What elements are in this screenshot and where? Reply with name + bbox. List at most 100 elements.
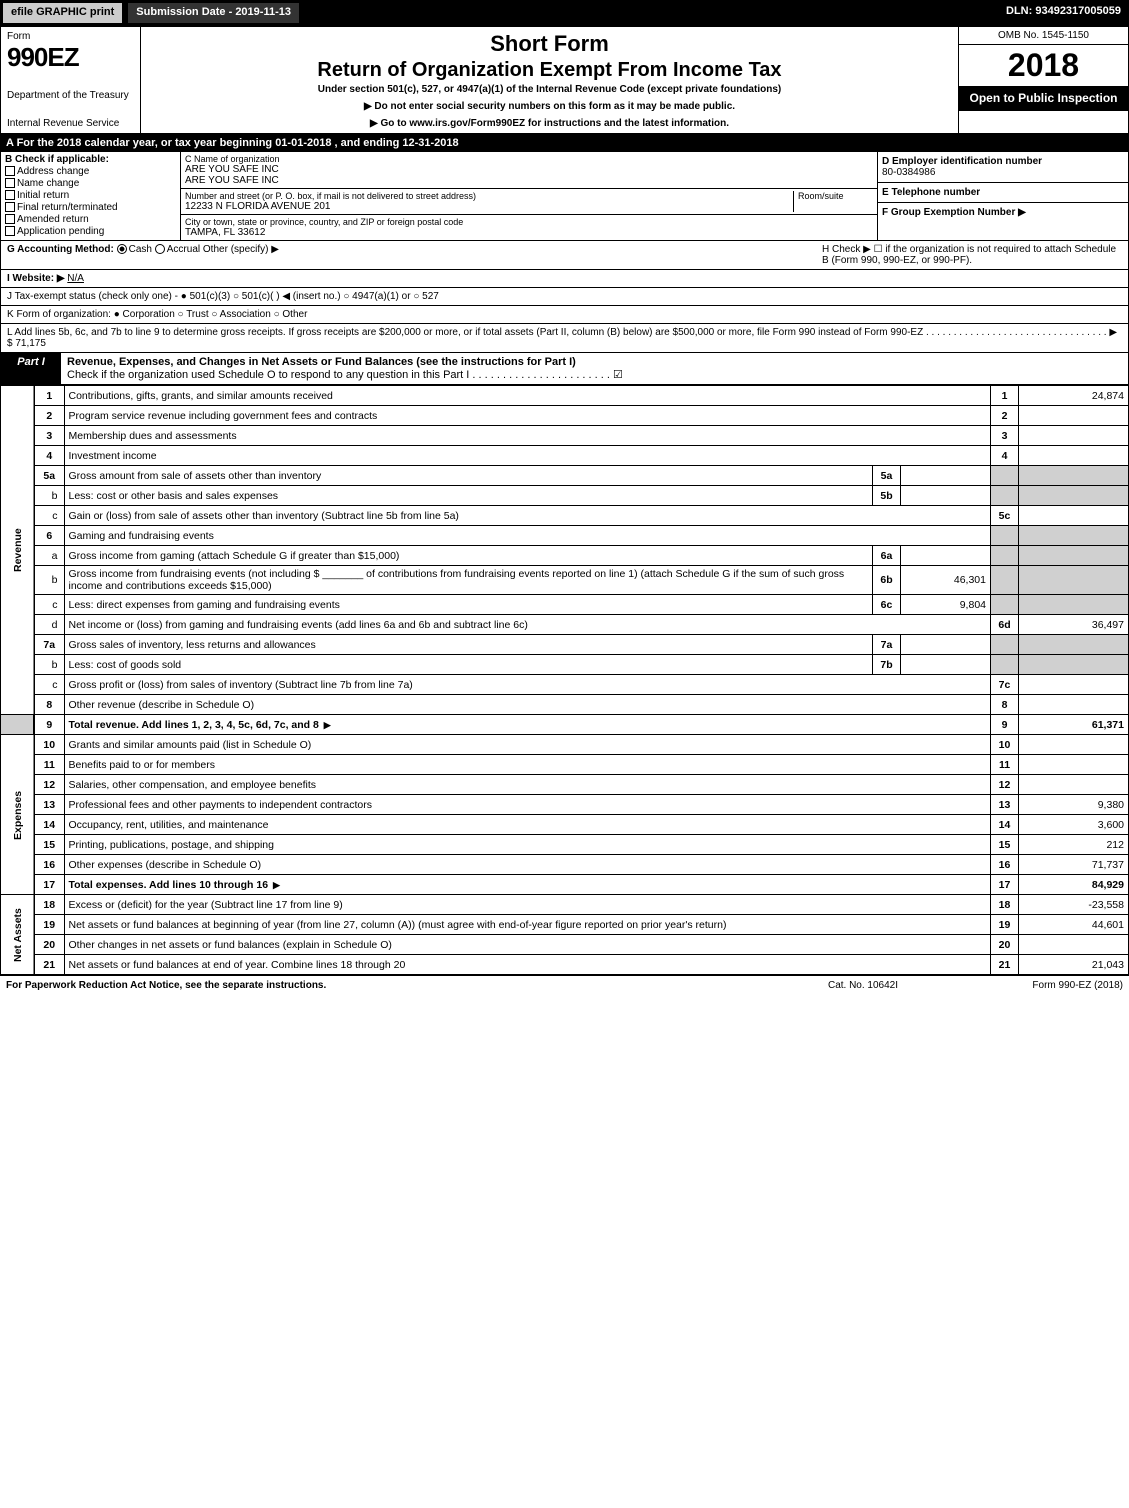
table-row: 17 Total expenses. Add lines 10 through … bbox=[1, 875, 1129, 895]
check-name-change[interactable]: Name change bbox=[5, 178, 176, 189]
dept-treasury: Department of the Treasury bbox=[7, 90, 134, 101]
line-19-value: 44,601 bbox=[1019, 915, 1129, 935]
open-inspection-badge: Open to Public Inspection bbox=[959, 87, 1128, 111]
table-row: 11 Benefits paid to or for members 11 bbox=[1, 755, 1129, 775]
efile-print-button[interactable]: efile GRAPHIC print bbox=[2, 2, 123, 24]
line-19-desc: Net assets or fund balances at beginning… bbox=[69, 919, 727, 931]
table-row: 19 Net assets or fund balances at beginn… bbox=[1, 915, 1129, 935]
line-5b-desc: Less: cost or other basis and sales expe… bbox=[69, 490, 279, 502]
line-12-desc: Salaries, other compensation, and employ… bbox=[69, 779, 316, 791]
arrow-icon bbox=[322, 719, 333, 731]
line-21-value: 21,043 bbox=[1019, 955, 1129, 975]
address-value: 12233 N FLORIDA AVENUE 201 bbox=[185, 201, 793, 212]
check-initial-return[interactable]: Initial return bbox=[5, 190, 176, 201]
line-18-value: -23,558 bbox=[1019, 895, 1129, 915]
table-row: 15 Printing, publications, postage, and … bbox=[1, 835, 1129, 855]
line-8-desc: Other revenue (describe in Schedule O) bbox=[69, 699, 255, 711]
form-word: Form bbox=[7, 31, 134, 42]
table-row: 9 Total revenue. Add lines 1, 2, 3, 4, 5… bbox=[1, 715, 1129, 735]
city-value: TAMPA, FL 33612 bbox=[185, 227, 873, 238]
line-5a-desc: Gross amount from sale of assets other t… bbox=[69, 470, 322, 482]
group-exemption-label: F Group Exemption Number ▶ bbox=[882, 207, 1124, 218]
header-right-block: OMB No. 1545-1150 2018 Open to Public In… bbox=[958, 27, 1128, 133]
line-16-value: 71,737 bbox=[1019, 855, 1129, 875]
ein-label: D Employer identification number bbox=[882, 156, 1124, 167]
line-13-desc: Professional fees and other payments to … bbox=[69, 799, 373, 811]
tax-period-strip: A For the 2018 calendar year, or tax yea… bbox=[0, 134, 1129, 152]
line-20-desc: Other changes in net assets or fund bala… bbox=[69, 939, 392, 951]
arrow-icon bbox=[271, 879, 282, 891]
line-10-desc: Grants and similar amounts paid (list in… bbox=[69, 739, 312, 751]
instructions-link[interactable]: ▶ Go to www.irs.gov/Form990EZ for instru… bbox=[147, 118, 952, 129]
website-value: N/A bbox=[67, 273, 84, 284]
line-6-desc: Gaming and fundraising events bbox=[69, 530, 214, 542]
table-row: 13 Professional fees and other payments … bbox=[1, 795, 1129, 815]
paperwork-notice: For Paperwork Reduction Act Notice, see … bbox=[6, 980, 763, 991]
line-1-value: 24,874 bbox=[1019, 386, 1129, 406]
netassets-side-label: Net Assets bbox=[1, 895, 35, 975]
line-5c-desc: Gain or (loss) from sale of assets other… bbox=[69, 510, 459, 522]
accounting-other: Other (specify) ▶ bbox=[203, 244, 279, 255]
org-name-2: ARE YOU SAFE INC bbox=[185, 175, 873, 186]
org-name-1: ARE YOU SAFE INC bbox=[185, 164, 873, 175]
line-17-desc: Total expenses. Add lines 10 through 16 bbox=[69, 879, 269, 891]
line-13-value: 9,380 bbox=[1019, 795, 1129, 815]
radio-accrual[interactable] bbox=[155, 244, 165, 254]
line-2-desc: Program service revenue including govern… bbox=[69, 410, 378, 422]
table-row: 12 Salaries, other compensation, and emp… bbox=[1, 775, 1129, 795]
form-title-block: Short Form Return of Organization Exempt… bbox=[141, 27, 958, 133]
form-subtitle: Under section 501(c), 527, or 4947(a)(1)… bbox=[147, 84, 952, 95]
part-1-table: Revenue 1 Contributions, gifts, grants, … bbox=[0, 385, 1129, 975]
check-final-return[interactable]: Final return/terminated bbox=[5, 202, 176, 213]
line-7c-desc: Gross profit or (loss) from sales of inv… bbox=[69, 679, 413, 691]
check-application-pending[interactable]: Application pending bbox=[5, 226, 176, 237]
city-label: City or town, state or province, country… bbox=[185, 217, 873, 227]
check-address-change[interactable]: Address change bbox=[5, 166, 176, 177]
table-row: 21 Net assets or fund balances at end of… bbox=[1, 955, 1129, 975]
expenses-side-label: Expenses bbox=[1, 735, 35, 895]
check-amended-return[interactable]: Amended return bbox=[5, 214, 176, 225]
accounting-method-label: G Accounting Method: bbox=[7, 244, 114, 255]
table-row: b Less: cost or other basis and sales ex… bbox=[1, 486, 1129, 506]
table-row: 3 Membership dues and assessments 3 bbox=[1, 426, 1129, 446]
line-9-desc: Total revenue. Add lines 1, 2, 3, 4, 5c,… bbox=[69, 719, 319, 731]
line-1-desc: Contributions, gifts, grants, and simila… bbox=[69, 390, 333, 402]
section-b-checkboxes: B Check if applicable: Address change Na… bbox=[1, 152, 181, 240]
table-row: b Less: cost of goods sold 7b bbox=[1, 655, 1129, 675]
table-row: b Gross income from fundraising events (… bbox=[1, 566, 1129, 595]
table-row: 14 Occupancy, rent, utilities, and maint… bbox=[1, 815, 1129, 835]
line-15-value: 212 bbox=[1019, 835, 1129, 855]
line-6c-desc: Less: direct expenses from gaming and fu… bbox=[69, 599, 340, 611]
radio-cash[interactable] bbox=[117, 244, 127, 254]
efile-topbar: efile GRAPHIC print Submission Date - 20… bbox=[0, 0, 1129, 26]
line-16-desc: Other expenses (describe in Schedule O) bbox=[69, 859, 262, 871]
table-row: c Gross profit or (loss) from sales of i… bbox=[1, 675, 1129, 695]
line-14-desc: Occupancy, rent, utilities, and maintena… bbox=[69, 819, 269, 831]
line-11-desc: Benefits paid to or for members bbox=[69, 759, 215, 771]
catalog-number: Cat. No. 10642I bbox=[763, 980, 963, 991]
table-row: 7a Gross sales of inventory, less return… bbox=[1, 635, 1129, 655]
page-footer: For Paperwork Reduction Act Notice, see … bbox=[0, 975, 1129, 995]
part-1-schedule-o-check: Check if the organization used Schedule … bbox=[67, 369, 623, 381]
total-revenue-value: 61,371 bbox=[1019, 715, 1129, 735]
section-b-header: B Check if applicable: bbox=[5, 154, 176, 165]
total-expenses-value: 84,929 bbox=[1019, 875, 1129, 895]
table-row: 4 Investment income 4 bbox=[1, 446, 1129, 466]
submission-date-button[interactable]: Submission Date - 2019-11-13 bbox=[127, 2, 300, 24]
room-suite-label: Room/suite bbox=[798, 191, 873, 201]
part-1-header: Part I Revenue, Expenses, and Changes in… bbox=[0, 353, 1129, 385]
form-number: 990EZ bbox=[7, 42, 134, 73]
table-row: Net Assets 18 Excess or (deficit) for th… bbox=[1, 895, 1129, 915]
org-name-label: C Name of organization bbox=[185, 154, 873, 164]
ssn-warning: ▶ Do not enter social security numbers o… bbox=[147, 101, 952, 112]
line-6b-value: 46,301 bbox=[901, 566, 991, 595]
gross-receipts-text: L Add lines 5b, 6c, and 7b to line 9 to … bbox=[7, 327, 1122, 349]
table-row: d Net income or (loss) from gaming and f… bbox=[1, 615, 1129, 635]
table-row: a Gross income from gaming (attach Sched… bbox=[1, 546, 1129, 566]
table-row: c Less: direct expenses from gaming and … bbox=[1, 595, 1129, 615]
org-info-block: B Check if applicable: Address change Na… bbox=[0, 152, 1129, 241]
row-k-org-form: K Form of organization: ● Corporation ○ … bbox=[0, 306, 1129, 324]
line-7b-desc: Less: cost of goods sold bbox=[69, 659, 182, 671]
ein-phone-block: D Employer identification number 80-0384… bbox=[878, 152, 1128, 240]
irs-label: Internal Revenue Service bbox=[7, 118, 134, 129]
